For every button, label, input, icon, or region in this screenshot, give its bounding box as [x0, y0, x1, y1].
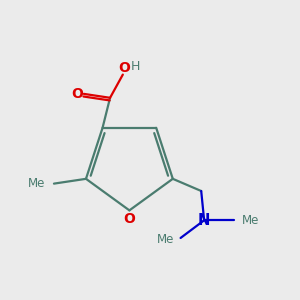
Text: Me: Me	[28, 177, 46, 190]
Text: Me: Me	[157, 233, 174, 246]
Text: Me: Me	[242, 214, 259, 227]
Text: O: O	[118, 61, 130, 75]
Text: N: N	[198, 213, 210, 228]
Text: H: H	[130, 60, 140, 73]
Text: O: O	[71, 87, 83, 101]
Text: O: O	[124, 212, 135, 226]
